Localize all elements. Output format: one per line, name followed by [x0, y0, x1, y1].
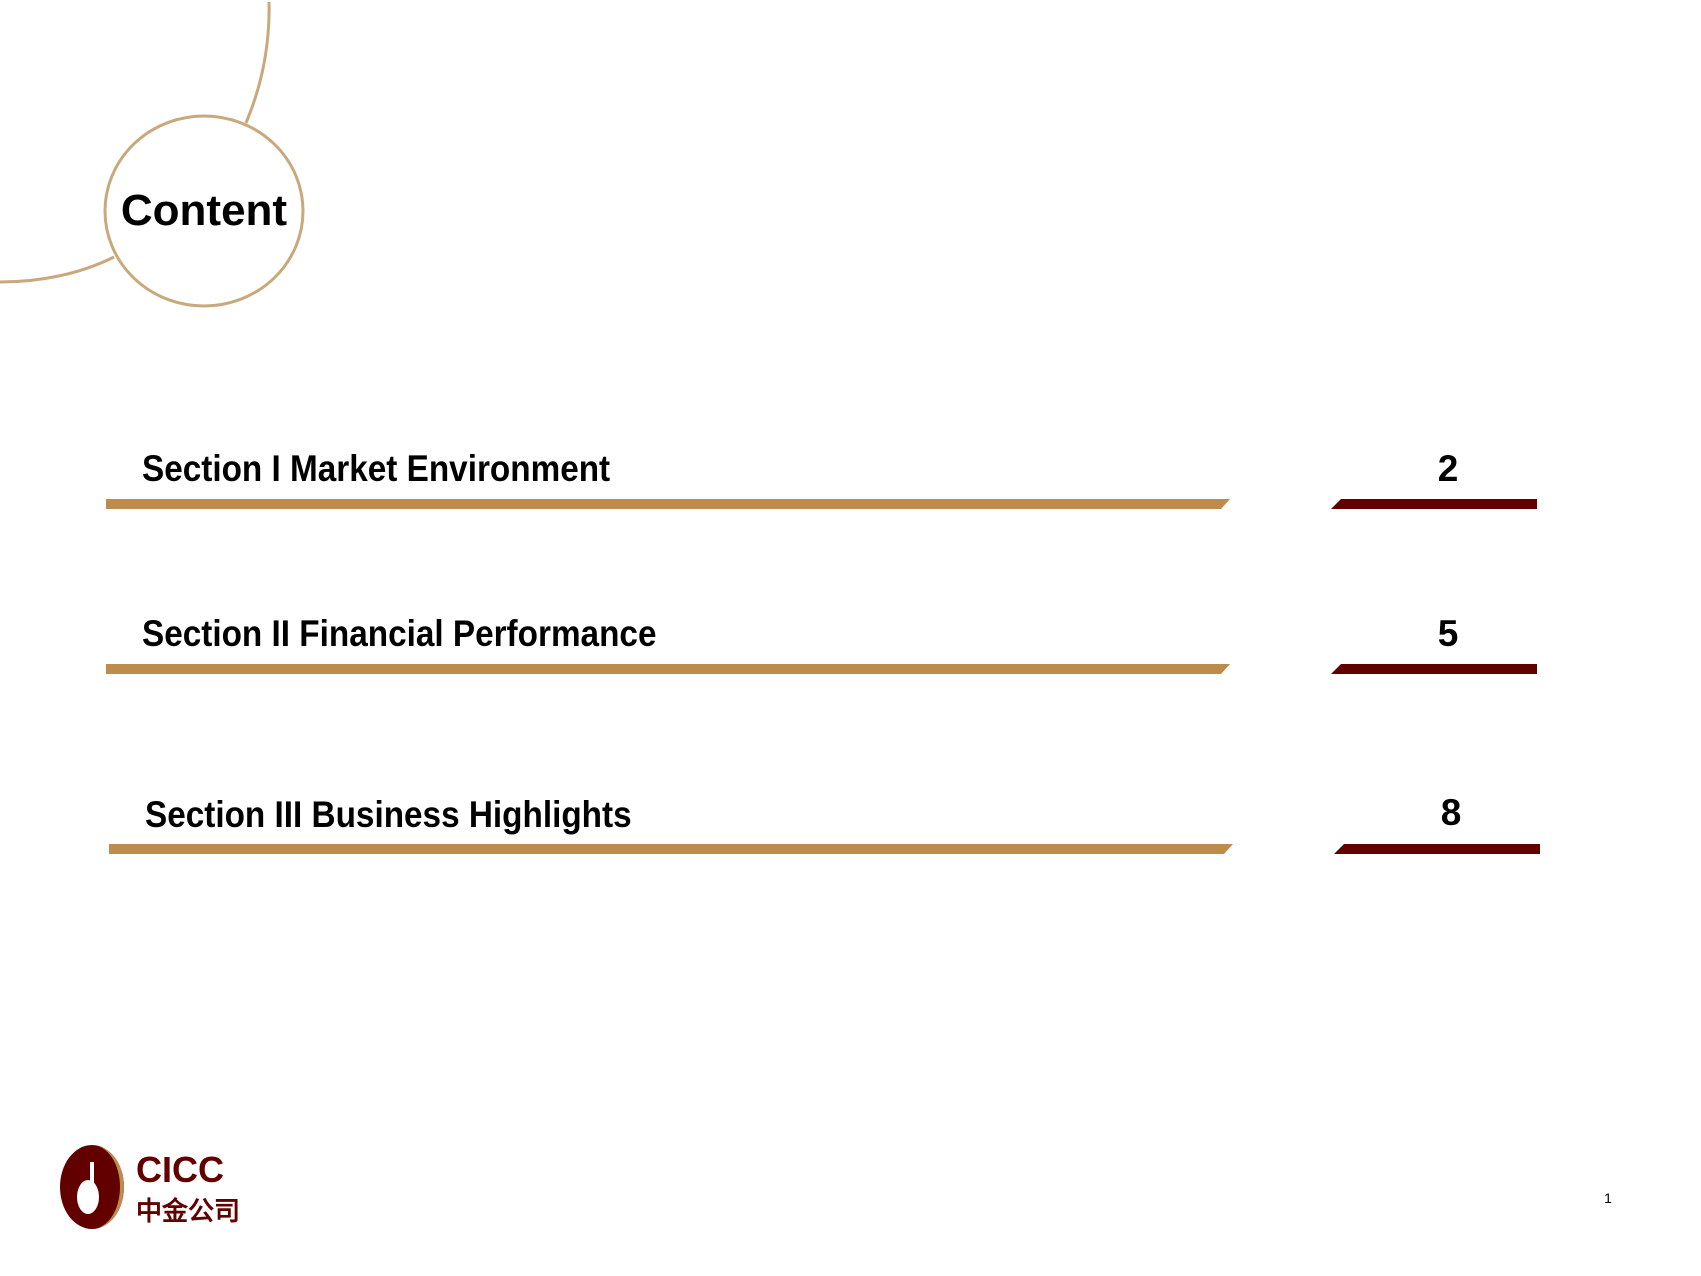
- section-3-page: 8: [1440, 792, 1462, 833]
- left-arc: [0, 255, 115, 284]
- page-number: 1: [1604, 1190, 1612, 1206]
- section-1-title[interactable]: Section I Market Environment: [142, 448, 611, 489]
- section-3-underline: [109, 844, 1233, 854]
- svg-text:中金公司: 中金公司: [136, 1196, 240, 1227]
- svg-text:CICC: CICC: [136, 1149, 224, 1190]
- section-1-page-bar: [1331, 499, 1537, 509]
- section-1-underline: [106, 499, 1230, 509]
- section-2-title[interactable]: Section II Financial Performance: [142, 613, 657, 654]
- cicc-logo: CICC 中金公司: [58, 1140, 248, 1240]
- section-2-page-bar: [1331, 664, 1537, 674]
- page-title: Content: [120, 186, 288, 235]
- section-3-page-bar: [1334, 844, 1540, 854]
- section-3-title[interactable]: Section III Business Highlights: [145, 794, 632, 835]
- cicc-logo-mark: CICC 中金公司: [60, 1145, 240, 1229]
- top-arc: [244, 1, 271, 124]
- section-2-underline: [106, 664, 1230, 674]
- title-circle: [103, 114, 305, 308]
- section-2-page: 5: [1437, 613, 1459, 654]
- section-1-page: 2: [1437, 448, 1459, 489]
